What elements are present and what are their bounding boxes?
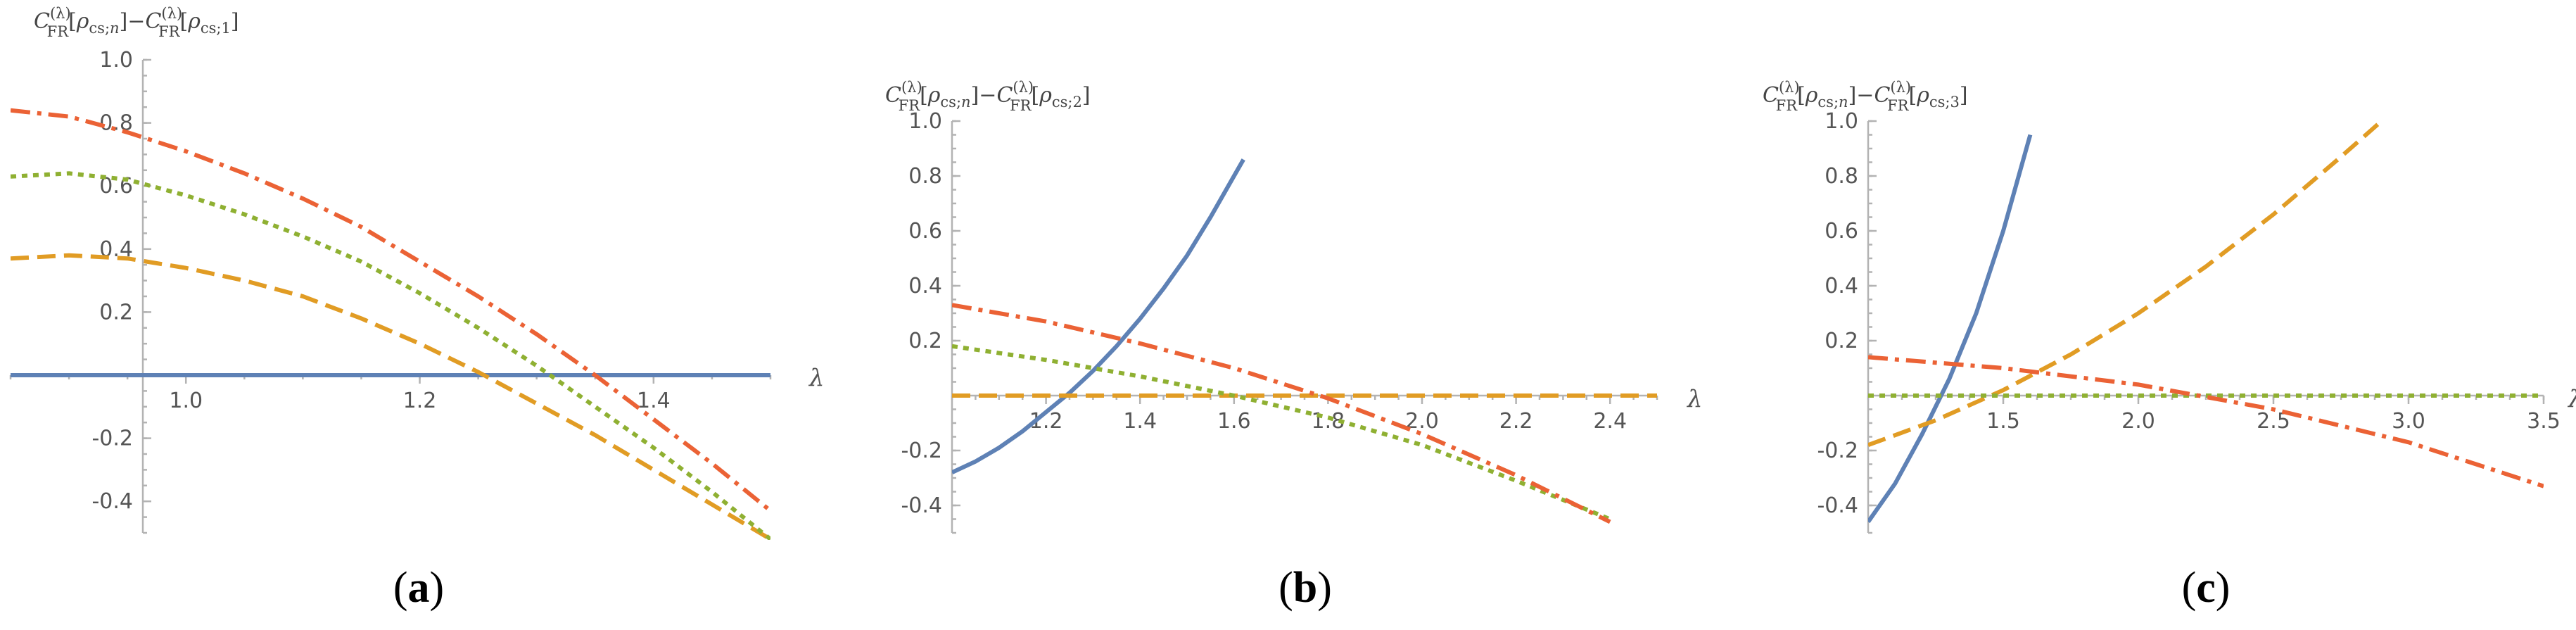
y-tick-label: -0.4 — [901, 493, 942, 518]
y-tick-label: 0.4 — [1825, 274, 1858, 298]
y-tick-label: -0.4 — [91, 489, 133, 514]
y-tick-label: 1.0 — [99, 48, 133, 73]
series-line-dashdot — [1868, 355, 2544, 489]
y-tick-label: 0.6 — [1825, 219, 1858, 244]
y-tick-label: -0.4 — [1817, 493, 1858, 518]
y-axis-label: C(λ) FR[ρcs;n]−C(λ) FR[ρcs;2] — [885, 79, 1091, 114]
y-tick-label: 0.8 — [908, 164, 942, 189]
x-axis-label: λ — [1686, 385, 1703, 413]
x-axis-label: λ — [2567, 385, 2576, 413]
series-line-dashed — [1868, 119, 2383, 448]
series-line-dashdot — [952, 303, 1611, 524]
y-tick-label: -0.2 — [901, 439, 942, 463]
x-tick-label: 1.0 — [169, 389, 203, 413]
y-axis-label: C(λ) FR[ρcs;n]−C(λ) FR[ρcs;3] — [1763, 79, 1968, 114]
x-tick-label: 3.5 — [2527, 409, 2561, 434]
x-tick-label: 2.2 — [1499, 409, 1533, 434]
x-tick-label: 2.4 — [1593, 409, 1627, 434]
y-tick-label: 0.2 — [908, 329, 942, 353]
series-line-dashed — [11, 253, 770, 540]
series-line-dashdot — [11, 108, 770, 512]
series-line-dotted — [11, 171, 770, 540]
y-tick-label: 1.0 — [1825, 109, 1858, 134]
panel-label-b: (b) — [1279, 564, 1332, 612]
y-tick-label: -0.2 — [91, 427, 133, 451]
x-tick-label: 3.0 — [2392, 409, 2425, 434]
y-tick-label: -0.2 — [1817, 439, 1858, 463]
panel-label-c: (c) — [2182, 564, 2231, 612]
panel-label-a: (a) — [393, 564, 444, 612]
y-tick-label: 0.2 — [1825, 329, 1858, 353]
x-tick-label: 2.0 — [2121, 409, 2155, 434]
y-tick-label: 0.4 — [908, 274, 942, 298]
x-tick-label: 1.5 — [1986, 409, 2020, 434]
y-tick-label: 0.6 — [908, 219, 942, 244]
series-line-solid — [1868, 134, 2033, 524]
x-tick-label: 1.2 — [403, 389, 437, 413]
chart-panel-a: 1.0 1.2 1.4-0.4-0.20.20.40.60.81.0λC(λ) FR[… — [9, 5, 825, 612]
y-tick-label: 0.8 — [1825, 164, 1858, 189]
series-line-solid — [952, 158, 1245, 474]
x-tick-label: 1.4 — [1123, 409, 1157, 434]
y-axis-label: C(λ) FR[ρcs;n]−C(λ) FR[ρcs;1] — [34, 5, 239, 40]
x-axis-label: λ — [808, 364, 825, 392]
y-tick-label: 1.0 — [908, 109, 942, 134]
x-tick-label: 2.0 — [1405, 409, 1439, 434]
x-tick-label: 1.6 — [1217, 409, 1251, 434]
y-tick-label: 0.2 — [99, 300, 133, 325]
x-tick-label: 1.4 — [637, 389, 671, 413]
series-line-dotted — [952, 344, 1611, 522]
chart-panel-c: 1.52.02.53.03.5-0.4-0.20.20.40.60.81.0λC… — [1763, 79, 2576, 612]
chart-panel-b: 1.2 1.4 1.6 1.8 2.0 2.2 2.4-0.4-0.20.20.40.60.… — [885, 79, 1703, 612]
